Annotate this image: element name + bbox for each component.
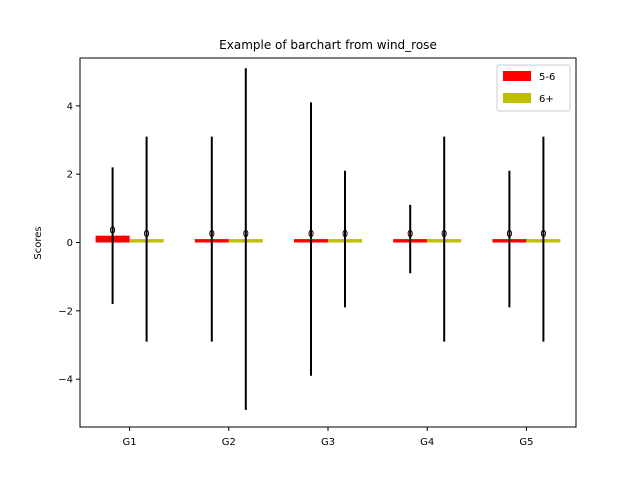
- data-label-G2-6+: 0: [243, 229, 249, 240]
- y-tick-label-0: −4: [58, 375, 73, 386]
- chart-title: Example of barchart from wind_rose: [219, 38, 437, 52]
- legend-label-6+: 6+: [539, 94, 554, 105]
- data-label-G5-5-6: 0: [506, 229, 512, 240]
- data-label-G2-5-6: 0: [209, 229, 215, 240]
- x-tick-label-G1: G1: [123, 437, 137, 448]
- y-tick-label-1: −2: [58, 306, 73, 317]
- legend: 5-6 6+: [496, 64, 571, 112]
- x-tick-label-G3: G3: [321, 437, 335, 448]
- data-label-G4-5-6: 0: [407, 229, 413, 240]
- legend-swatch-5-6: [503, 71, 531, 81]
- x-tick-label-G2: G2: [222, 437, 236, 448]
- legend-swatch-6+: [503, 93, 531, 103]
- legend-label-5-6: 5-6: [539, 72, 555, 83]
- y-tick-label-3: 2: [67, 170, 73, 181]
- y-tick-label-2: 0: [67, 238, 73, 249]
- error-bars-layer: [111, 68, 545, 410]
- data-label-G3-6+: 0: [342, 229, 348, 240]
- y-axis-label: Scores: [33, 226, 44, 259]
- data-label-G5-6+: 0: [540, 229, 546, 240]
- data-label-G3-5-6: 0: [308, 229, 314, 240]
- x-tick-label-G4: G4: [420, 437, 434, 448]
- data-labels-layer: 0 0 0 0 0 0 0 0 0 0: [109, 226, 546, 240]
- data-label-G1-6+: 0: [143, 229, 149, 240]
- data-label-G4-6+: 0: [441, 229, 447, 240]
- x-tick-label-G5: G5: [519, 437, 533, 448]
- plot-frame: [79, 57, 577, 428]
- y-tick-label-4: 4: [67, 101, 73, 112]
- ticks-layer: G1 G2 G3 G4 G5 −4 −2 0 2 4: [58, 101, 533, 448]
- data-label-G1-5-6: 0: [109, 226, 115, 237]
